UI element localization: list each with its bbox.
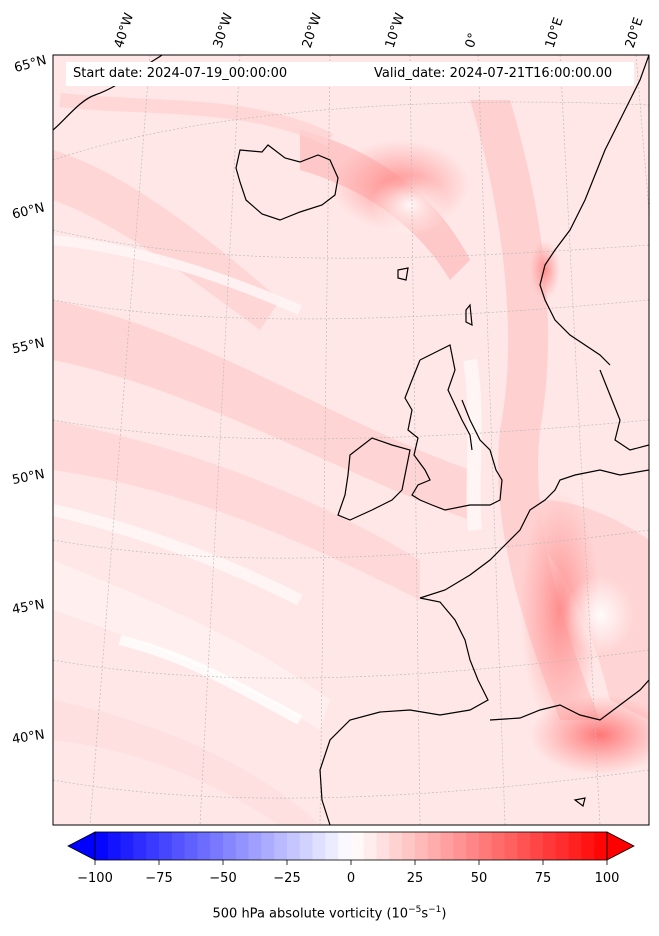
- colorbar-segment: [146, 832, 160, 860]
- colorbar-segment: [376, 832, 390, 860]
- norway-coast: [539, 55, 649, 366]
- colorbar-segment: [171, 832, 186, 860]
- colorbar-segment: [299, 832, 314, 860]
- colorbar-tick-label: 0: [346, 871, 356, 886]
- coastlines: [53, 55, 649, 825]
- colorbar-segment: [402, 832, 416, 860]
- colorbar-tick-label: −25: [273, 871, 301, 886]
- colorbar-segment: [415, 832, 429, 860]
- great-britain-coast: [404, 359, 503, 511]
- colorbar-label-main: 500 hPa absolute vorticity (10: [212, 906, 409, 922]
- colorbar-segment: [389, 832, 403, 860]
- colorbar-segment: [235, 832, 250, 860]
- colorbar-tick-label: 50: [470, 871, 488, 886]
- colorbar: [67, 831, 635, 865]
- colorbar-segment: [453, 832, 467, 860]
- colorbar-segment: [287, 832, 301, 860]
- balearics: [573, 797, 586, 808]
- graticule: [53, 55, 649, 825]
- colorbar-segment: [466, 832, 480, 860]
- colorbar-tick-label: 25: [406, 871, 424, 886]
- shetland: [465, 303, 473, 327]
- colorbar-segments: [95, 832, 608, 860]
- colorbar-segment: [568, 832, 582, 860]
- colorbar-segment: [107, 832, 122, 860]
- colorbar-segment: [440, 832, 454, 860]
- colorbar-max-extend: [606, 831, 635, 861]
- colorbar-segment: [184, 832, 198, 860]
- colorbar-segment: [491, 832, 506, 860]
- colorbar-tick-label: −50: [209, 871, 237, 886]
- header-box: [66, 62, 634, 86]
- colorbar-segment: [120, 832, 134, 860]
- iberia-med: [489, 679, 649, 721]
- colorbar-segment: [197, 832, 211, 860]
- map-frame: [52, 54, 650, 826]
- colorbar-segment: [133, 832, 147, 860]
- colorbar-segment: [338, 832, 352, 860]
- colorbar-tick-label: 100: [594, 871, 620, 886]
- ireland-coast: [337, 437, 411, 521]
- scotland-coast: [419, 344, 473, 451]
- colorbar-segment: [248, 832, 262, 860]
- colorbar-segment: [427, 832, 442, 860]
- colorbar-segment: [351, 832, 365, 860]
- colorbar-label-exp1: −5: [408, 905, 422, 915]
- colorbar-segment: [274, 832, 288, 860]
- colorbar-tick-marks: [94, 860, 608, 865]
- colorbar-label-s: s: [421, 906, 429, 922]
- colorbar-segment: [363, 832, 378, 860]
- colorbar-tick-label: −75: [145, 871, 173, 886]
- colorbar-segment: [479, 832, 493, 860]
- colorbar-segment: [517, 832, 531, 860]
- colorbar-segment: [312, 832, 326, 860]
- colorbar-segment: [530, 832, 544, 860]
- colorbar-segment: [95, 832, 109, 860]
- denmark-sweden: [599, 369, 649, 451]
- colorbar-segment: [594, 832, 608, 860]
- colorbar-min-extend: [67, 831, 96, 861]
- valid-date-text: Valid_date: 2024-07-21T16:00:00.00: [374, 66, 613, 81]
- colorbar-label-exp2: −1: [428, 905, 442, 915]
- colorbar-segment: [543, 832, 557, 860]
- colorbar-segment: [223, 832, 237, 860]
- colorbar-tick-label: −100: [77, 871, 113, 886]
- faroe-islands: [397, 267, 409, 281]
- colorbar-segment: [581, 832, 595, 860]
- colorbar-segment: [159, 832, 173, 860]
- bay-of-biscay: [319, 597, 489, 825]
- colorbar-segment: [504, 832, 518, 860]
- colorbar-segment: [210, 832, 224, 860]
- france-coast: [419, 469, 649, 599]
- start-date-text: Start date: 2024-07-19_00:00:00: [73, 66, 288, 81]
- colorbar-tick-label: 75: [534, 871, 552, 886]
- vorticity-field: [53, 55, 649, 825]
- colorbar-label-end: ): [441, 906, 447, 922]
- colorbar-segment: [325, 832, 339, 860]
- colorbar-segment: [555, 832, 570, 860]
- iceland-coast: [235, 144, 339, 221]
- colorbar-label: 500 hPa absolute vorticity (10−5s−1): [0, 905, 659, 921]
- colorbar-segment: [261, 832, 275, 860]
